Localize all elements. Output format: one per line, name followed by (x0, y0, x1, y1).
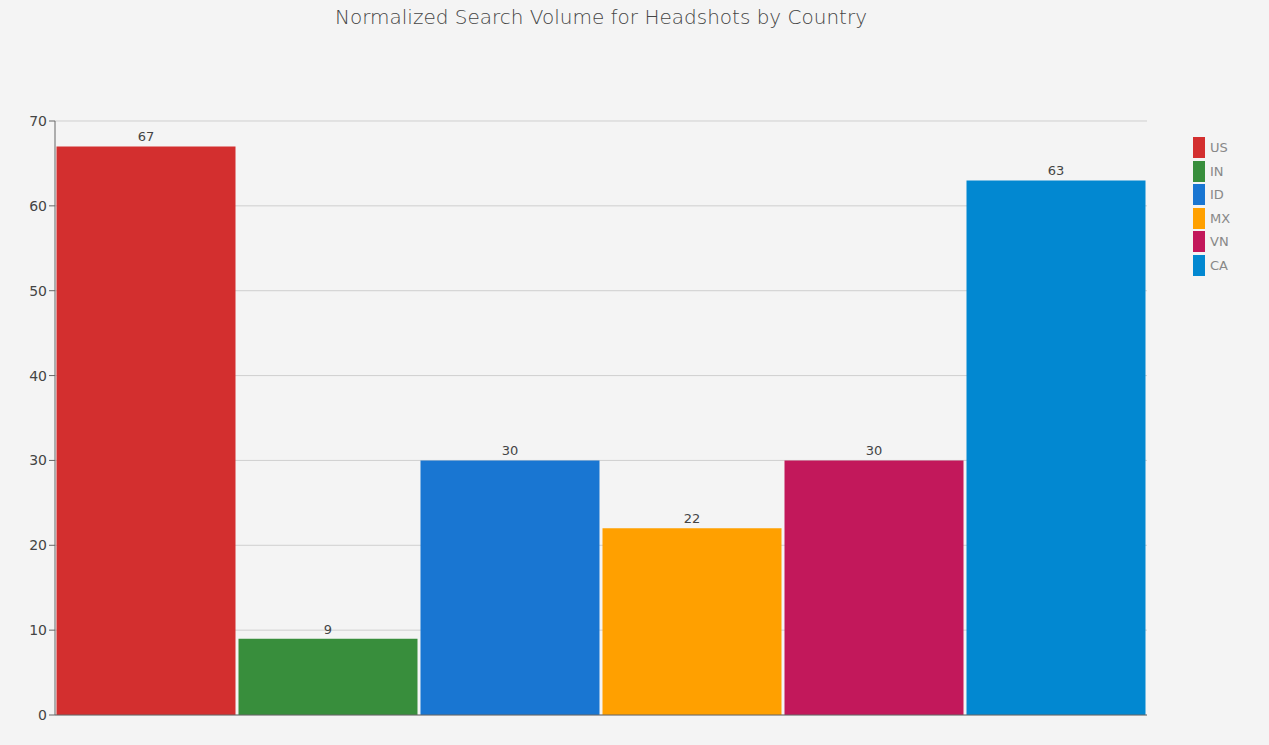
html-text:Normalized Search Volume for H: Normalized Search Volume for Headshots b… (335, 5, 867, 29)
svg-text:63: 63 (1048, 163, 1065, 178)
svg-text:50: 50 (29, 283, 47, 299)
html-text:ID: ID (1210, 187, 1224, 203)
html-text:VN: VN (1210, 234, 1229, 250)
svg-text:9: 9 (324, 622, 332, 637)
svg-text:40: 40 (29, 368, 47, 384)
html-text:CA: CA (1210, 257, 1228, 273)
svg-text:30: 30 (866, 443, 883, 458)
svg-text:30: 30 (29, 452, 47, 468)
html-text:IN: IN (1210, 163, 1224, 179)
svg-text:60: 60 (29, 198, 47, 214)
svg-text:67: 67 (138, 129, 155, 144)
svg-text:30: 30 (502, 443, 519, 458)
svg-text:20: 20 (29, 537, 47, 553)
html-text:MX: MX (1210, 210, 1231, 226)
svg-text:22: 22 (684, 511, 701, 526)
svg-text:0: 0 (38, 707, 47, 723)
svg-text:70: 70 (29, 113, 47, 129)
html-text:US: US (1210, 140, 1228, 156)
svg-text:10: 10 (29, 622, 47, 638)
